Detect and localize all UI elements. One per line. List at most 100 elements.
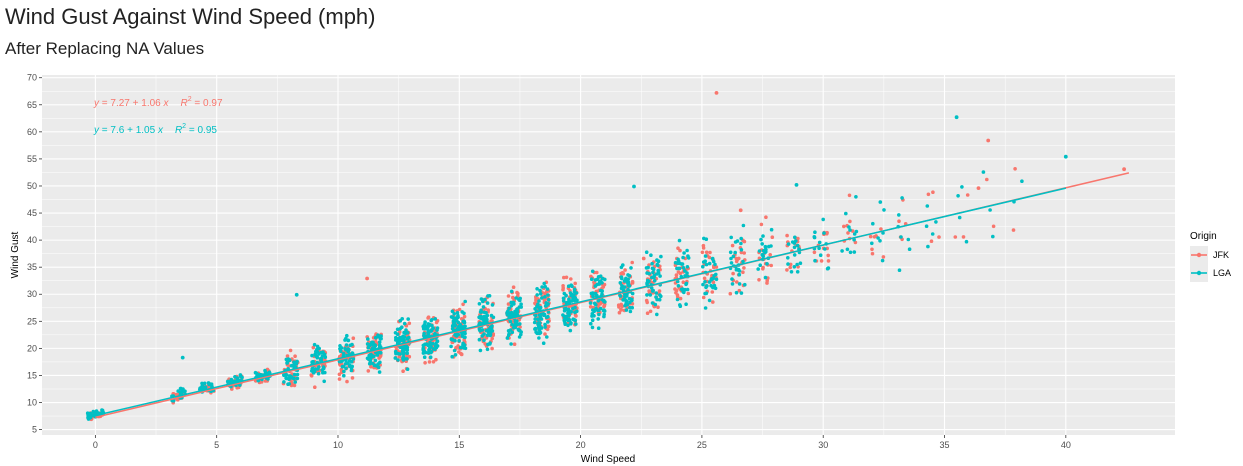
data-point <box>701 282 705 287</box>
data-point <box>568 328 573 333</box>
data-point <box>795 243 800 248</box>
data-point <box>819 259 824 263</box>
data-point <box>590 318 595 323</box>
x-tick-label: 5 <box>214 440 219 450</box>
data-point <box>648 309 653 314</box>
data-point <box>619 308 624 312</box>
data-point <box>345 333 349 338</box>
data-point <box>515 310 520 314</box>
data-point <box>742 251 746 255</box>
data-point <box>428 355 433 360</box>
data-point <box>707 261 712 266</box>
data-point <box>627 284 631 288</box>
data-point <box>1063 154 1068 159</box>
data-point <box>427 360 432 364</box>
data-point <box>707 255 712 260</box>
data-point <box>517 335 522 339</box>
data-point <box>711 300 715 304</box>
data-point <box>487 294 492 298</box>
data-point <box>590 269 595 274</box>
data-point <box>601 308 606 313</box>
data-point <box>458 345 463 350</box>
data-point <box>646 265 650 270</box>
data-point <box>872 235 877 239</box>
data-point <box>369 364 373 369</box>
data-point <box>785 233 789 238</box>
data-point <box>854 229 859 234</box>
data-point <box>651 288 655 293</box>
data-point <box>645 293 649 297</box>
data-point <box>988 208 992 212</box>
data-point <box>765 262 769 266</box>
data-point <box>482 314 487 319</box>
data-point <box>401 369 405 374</box>
data-point <box>598 274 603 279</box>
x-tick-label: 10 <box>333 440 343 450</box>
data-point <box>813 258 817 263</box>
data-point <box>700 250 705 255</box>
data-point <box>322 379 327 384</box>
data-point <box>641 256 646 261</box>
data-point <box>597 312 601 317</box>
data-point <box>407 321 412 326</box>
data-point <box>452 348 457 353</box>
data-point <box>825 266 830 271</box>
data-point <box>654 291 659 295</box>
data-point <box>539 317 544 321</box>
data-point <box>368 360 373 365</box>
y-tick-label: 5 <box>32 425 37 435</box>
data-point <box>462 311 466 316</box>
data-point <box>981 170 986 174</box>
data-point <box>569 299 574 303</box>
y-tick-label: 50 <box>27 181 37 191</box>
data-point <box>285 359 290 364</box>
data-point <box>346 338 350 343</box>
data-point <box>704 262 709 267</box>
data-point <box>510 322 514 327</box>
data-point <box>770 235 775 239</box>
data-point <box>490 303 495 307</box>
data-point <box>626 273 630 277</box>
data-point <box>395 332 400 337</box>
data-point <box>786 255 790 260</box>
data-point <box>488 341 492 345</box>
data-point <box>490 346 494 351</box>
data-point <box>394 335 398 340</box>
data-point <box>450 354 455 359</box>
data-point <box>632 184 636 189</box>
data-point <box>543 332 547 336</box>
data-point <box>763 244 768 249</box>
data-point <box>735 268 740 272</box>
data-point <box>533 327 537 331</box>
data-point <box>323 355 328 360</box>
data-point <box>589 321 593 326</box>
data-point <box>675 279 680 284</box>
data-point <box>704 250 709 255</box>
data-point <box>365 276 369 281</box>
data-point <box>647 289 651 293</box>
data-point <box>817 246 821 250</box>
data-point <box>429 350 434 354</box>
data-point <box>373 335 378 340</box>
data-point <box>703 259 707 264</box>
data-point <box>621 271 626 276</box>
data-point <box>543 325 547 329</box>
data-point <box>619 302 623 307</box>
data-point <box>365 342 370 346</box>
data-point <box>649 253 653 257</box>
legend: Origin JFK LGA <box>1190 231 1231 282</box>
data-point <box>630 305 634 310</box>
data-point <box>295 359 299 364</box>
data-point <box>792 241 797 245</box>
data-point <box>785 268 789 272</box>
data-point <box>674 290 678 295</box>
data-point <box>286 382 290 387</box>
data-point <box>907 247 912 251</box>
data-point <box>701 246 706 250</box>
data-point <box>457 307 462 312</box>
data-point <box>818 253 823 257</box>
data-point <box>645 300 649 305</box>
data-point <box>346 349 350 353</box>
data-point <box>312 342 317 347</box>
data-point <box>564 300 569 305</box>
